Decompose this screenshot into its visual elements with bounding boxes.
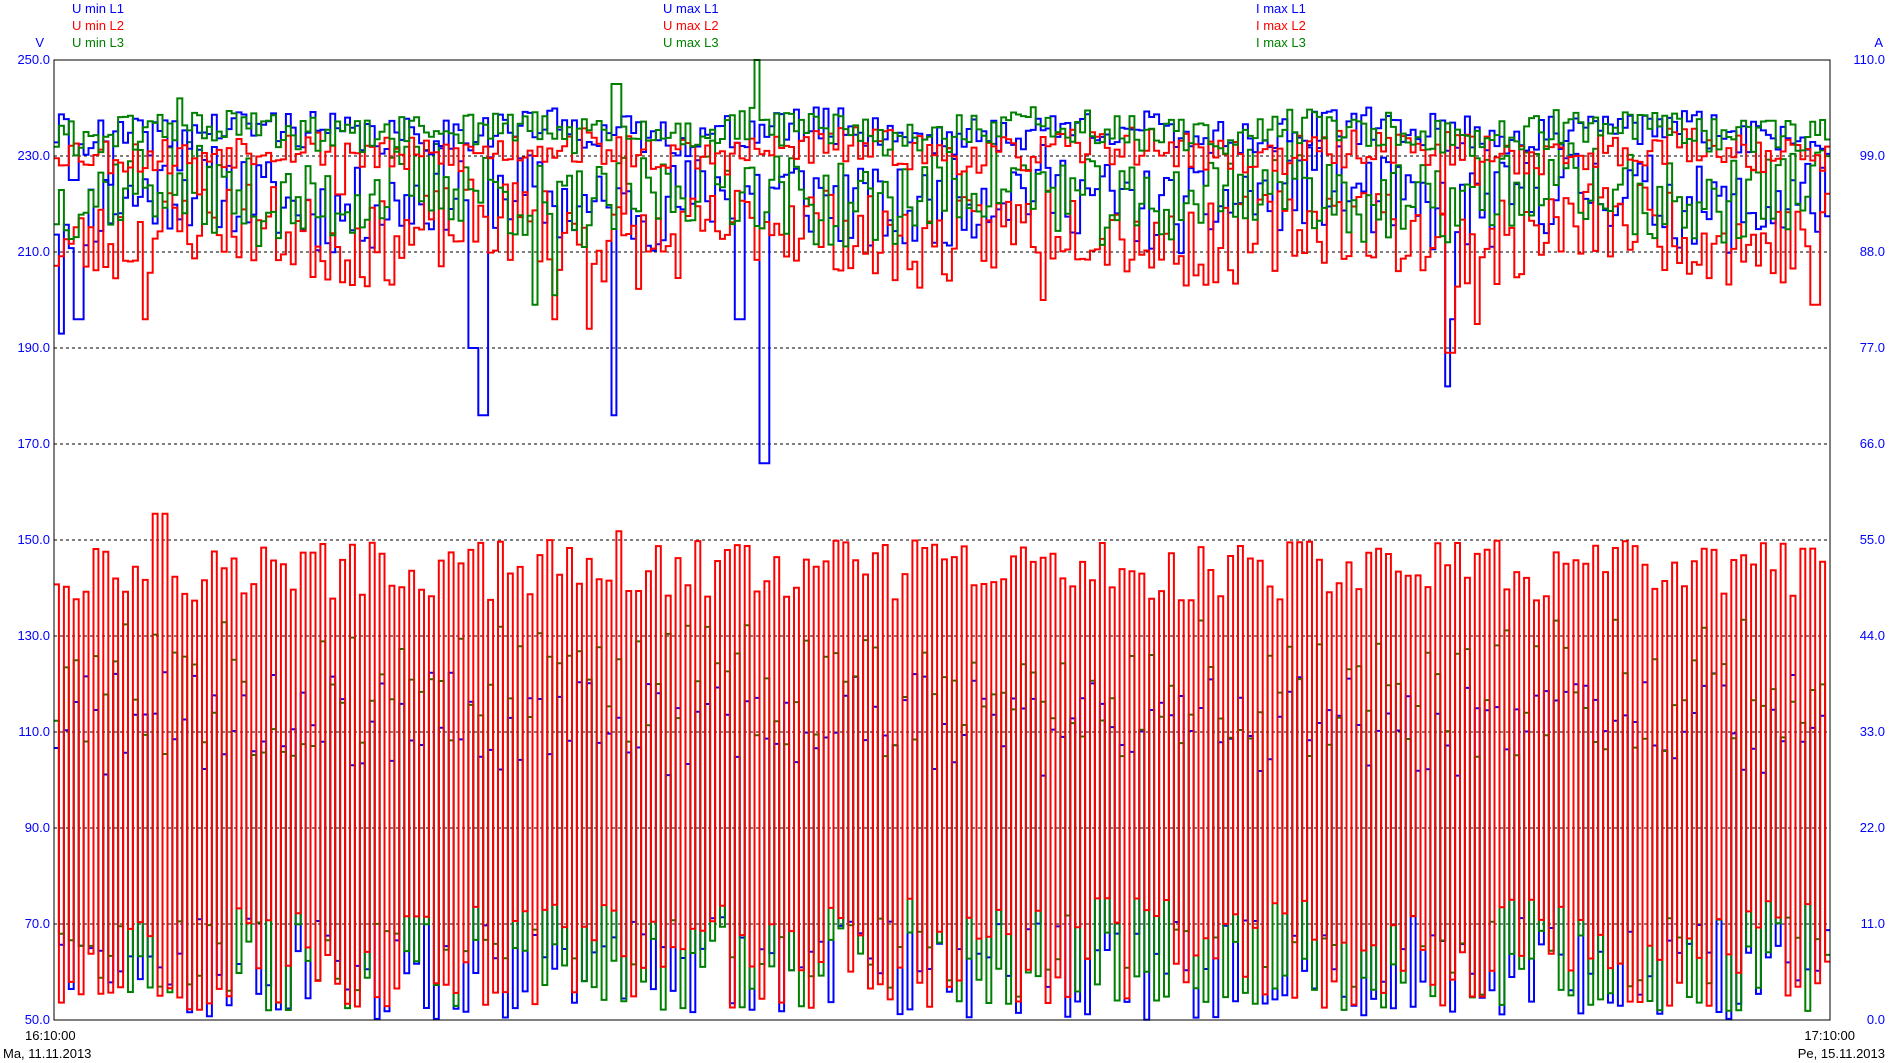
left-axis-unit: V [35, 35, 44, 50]
plot-frame [53, 59, 1831, 1021]
left-tick-label: 130.0 [17, 628, 50, 643]
legend-item: I max L2 [1256, 18, 1306, 33]
legend-item: U min L2 [72, 18, 124, 33]
legend-item: I max L1 [1256, 1, 1306, 16]
right-tick-label: 99.0 [1860, 148, 1885, 163]
series-line-u-min-l3 [54, 139, 1830, 306]
left-tick-label: 210.0 [17, 244, 50, 259]
legend-item: U min L1 [72, 1, 124, 16]
x-start-time: 16:10:00 [25, 1028, 76, 1043]
left-tick-label: 50.0 [25, 1012, 50, 1027]
left-axis-ticks: 250.0 230.0 210.0 190.0 170.0 150.0 130.0 110.0… [17, 52, 50, 1027]
x-end-time: 17:10:00 [1804, 1028, 1855, 1043]
legend-item: U max L2 [663, 18, 719, 33]
right-tick-label: 11.0 [1861, 916, 1885, 931]
legend-top-right: I max L1 I max L2 I max L3 [1256, 1, 1306, 50]
legend-item: U max L3 [663, 35, 719, 50]
legend-item: I max L3 [1256, 35, 1306, 50]
series-lines [54, 59, 1830, 1021]
legend-item: U min L3 [72, 35, 124, 50]
right-tick-label: 110.0 [1853, 52, 1885, 67]
right-tick-label: 66.0 [1860, 436, 1885, 451]
right-axis-ticks: 110.0 99.0 88.0 77.0 66.0 55.0 44.0 33.0 22.0 11.… [1853, 52, 1885, 1027]
right-tick-label: 33.0 [1860, 724, 1885, 739]
right-tick-label: 88.0 [1860, 244, 1885, 259]
left-tick-label: 190.0 [17, 340, 50, 355]
right-tick-label: 22.0 [1860, 820, 1885, 835]
right-tick-label: 0.0 [1867, 1012, 1885, 1027]
left-tick-label: 170.0 [17, 436, 50, 451]
legend-top-left: U min L1 U min L2 U min L3 [72, 1, 124, 50]
series-line-u-min-l2 [54, 178, 1830, 354]
series-line-u-max-l3 [54, 59, 1830, 157]
left-tick-label: 230.0 [17, 148, 50, 163]
series-line-i-max-l2 [54, 512, 1830, 1011]
left-tick-label: 70.0 [25, 916, 50, 931]
right-tick-label: 77.0 [1860, 340, 1885, 355]
x-start-date: Ma, 11.11.2013 [3, 1046, 91, 1061]
left-tick-label: 110.0 [18, 724, 50, 739]
legend-item: U max L1 [663, 1, 719, 16]
left-tick-label: 150.0 [17, 532, 50, 547]
left-tick-label: 90.0 [25, 820, 50, 835]
legend-top-center: U max L1 U max L2 U max L3 [663, 1, 719, 50]
x-end-date: Pe, 15.11.2013 [1798, 1046, 1885, 1061]
legends: U min L1 U min L2 U min L3 U max L1 U max L2… [72, 1, 1306, 50]
left-tick-label: 250.0 [17, 52, 50, 67]
right-tick-label: 55.0 [1860, 532, 1885, 547]
right-axis-unit: A [1874, 35, 1883, 50]
series-line-u-max-l2 [54, 126, 1830, 215]
right-tick-label: 44.0 [1860, 628, 1885, 643]
